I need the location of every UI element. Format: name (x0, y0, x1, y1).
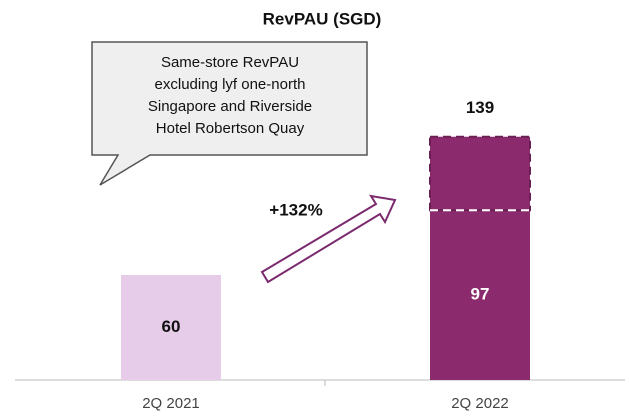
x-tick-label: 2Q 2022 (451, 395, 509, 412)
change-label: +132% (269, 200, 322, 219)
bar (429, 135, 531, 212)
x-tick-label: 2Q 2021 (142, 395, 200, 412)
callout-text: Singapore and Riverside (148, 98, 312, 115)
callout-text: Hotel Robertson Quay (156, 120, 305, 137)
bar (121, 275, 221, 380)
total-label: 139 (466, 98, 494, 117)
callout-box (91, 41, 368, 186)
growth-arrow (260, 194, 397, 284)
value-label: 60 (162, 317, 181, 336)
chart-title: RevPAU (SGD) (263, 9, 382, 28)
callout-text: Same-store RevPAU (161, 54, 299, 71)
value-label: 97 (471, 285, 490, 304)
callout-text: excluding lyf one-north (155, 76, 306, 93)
bar (430, 210, 530, 380)
